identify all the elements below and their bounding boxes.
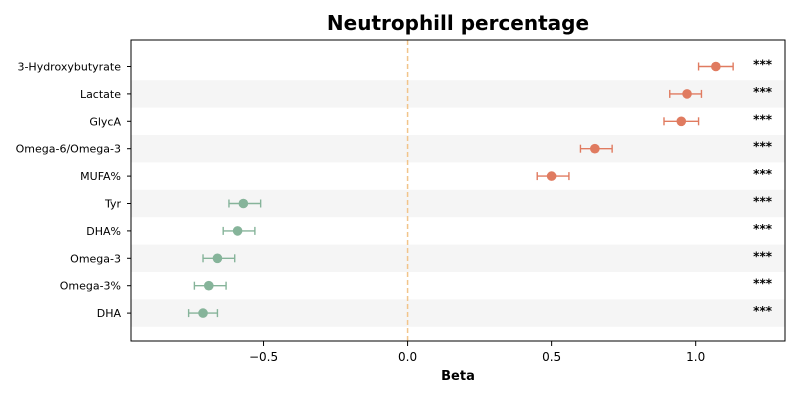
data-point xyxy=(711,61,721,72)
data-point xyxy=(676,116,687,127)
category-label: MUFA% xyxy=(80,170,121,183)
category-label: GlycA xyxy=(89,115,121,128)
x-tick-label: −0.5 xyxy=(249,350,278,364)
significance-label: *** xyxy=(753,112,773,126)
category-label: DHA% xyxy=(86,225,121,238)
significance-label: *** xyxy=(753,304,773,318)
x-tick-label: 1.0 xyxy=(686,350,705,364)
data-point xyxy=(682,89,692,99)
row-bands xyxy=(131,80,785,327)
data-point xyxy=(590,143,600,154)
significance-labels: *** *** *** *** *** *** *** *** *** *** xyxy=(753,58,773,319)
data-point xyxy=(232,226,243,236)
category-label: Omega-3 xyxy=(70,252,121,265)
significance-label: *** xyxy=(753,58,773,72)
x-axis-ticks: −0.5 0.0 0.5 1.0 xyxy=(249,341,705,364)
plot-frame xyxy=(130,39,786,342)
data-point xyxy=(238,198,249,209)
category-label: Omega-6/Omega-3 xyxy=(16,143,121,156)
significance-label: *** xyxy=(753,277,773,291)
significance-label: *** xyxy=(753,85,773,99)
category-labels: 3-Hydroxybutyrate Lactate GlycA Omega-6/Ome… xyxy=(16,61,131,320)
data-point xyxy=(198,308,208,318)
category-label: Omega-3% xyxy=(60,280,121,293)
data-point xyxy=(546,171,557,181)
x-tick-label: 0.0 xyxy=(398,350,417,364)
chart-title: Neutrophill percentage xyxy=(327,11,589,35)
data-point xyxy=(212,253,223,264)
data-point xyxy=(203,280,214,291)
category-label: Lactate xyxy=(80,88,121,101)
row-band xyxy=(131,244,785,272)
significance-label: *** xyxy=(753,195,773,209)
x-axis-label: Beta xyxy=(441,369,475,384)
row-band xyxy=(131,299,785,327)
significance-label: *** xyxy=(753,140,773,154)
significance-label: *** xyxy=(753,222,773,236)
category-label: Tyr xyxy=(104,198,122,211)
significance-label: *** xyxy=(753,249,773,263)
category-label: 3-Hydroxybutyrate xyxy=(17,61,121,74)
row-band xyxy=(131,135,785,163)
data-marks xyxy=(187,61,734,318)
category-label: DHA xyxy=(97,307,122,320)
x-tick-label: 0.5 xyxy=(542,350,561,364)
significance-label: *** xyxy=(753,167,773,181)
